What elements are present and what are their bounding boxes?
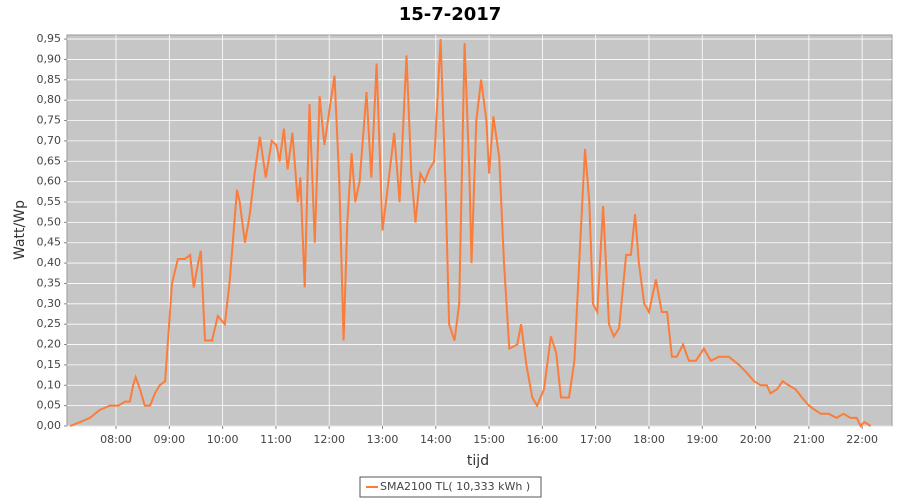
y-tick-label: 0,40 <box>37 256 62 269</box>
line-series <box>69 39 872 428</box>
x-tick-label: 19:00 <box>686 433 718 446</box>
y-tick-label: 0,30 <box>37 297 62 310</box>
y-tick-label: 0,15 <box>37 358 62 371</box>
legend-label: SMA2100 TL( 10,333 kWh ) <box>380 480 530 493</box>
y-tick-label: 0,85 <box>37 73 62 86</box>
x-tick-label: 22:00 <box>846 433 878 446</box>
legend <box>359 476 542 498</box>
x-tick-label: 11:00 <box>260 433 292 446</box>
y-axis-label: Watt/Wp <box>12 200 28 260</box>
y-tick-label: 0,90 <box>37 52 62 65</box>
y-tick-label: 0,20 <box>37 338 62 351</box>
y-tick-label: 0,55 <box>37 195 62 208</box>
y-tick-label: 0,45 <box>37 236 62 249</box>
x-tick-label: 21:00 <box>793 433 825 446</box>
x-tick-label: 10:00 <box>207 433 239 446</box>
y-tick-label: 0,50 <box>37 215 62 228</box>
x-tick-label: 09:00 <box>153 433 185 446</box>
x-tick-label: 16:00 <box>527 433 559 446</box>
y-tick-label: 0,00 <box>37 419 62 432</box>
y-tick-label: 0,80 <box>37 93 62 106</box>
x-tick-label: 08:00 <box>100 433 132 446</box>
x-axis-label: tijd <box>467 453 489 469</box>
x-tick-label: 18:00 <box>633 433 665 446</box>
y-tick-label: 0,35 <box>37 276 62 289</box>
y-tick-label: 0,95 <box>37 32 62 45</box>
x-tick-label: 12:00 <box>313 433 345 446</box>
y-tick-label: 0,75 <box>37 114 62 127</box>
x-tick-label: 15:00 <box>473 433 505 446</box>
x-tick-label: 13:00 <box>367 433 399 446</box>
y-tick-label: 0,60 <box>37 175 62 188</box>
chart-title: 15-7-2017 <box>399 4 502 25</box>
y-tick-label: 0,70 <box>37 134 62 147</box>
y-tick-label: 0,05 <box>37 399 62 412</box>
x-tick-label: 20:00 <box>740 433 772 446</box>
y-tick-label: 0,65 <box>37 154 62 167</box>
x-tick-label: 17:00 <box>580 433 612 446</box>
x-tick-label: 14:00 <box>420 433 452 446</box>
y-tick-label: 0,25 <box>37 317 62 330</box>
y-tick-label: 0,10 <box>37 378 62 391</box>
